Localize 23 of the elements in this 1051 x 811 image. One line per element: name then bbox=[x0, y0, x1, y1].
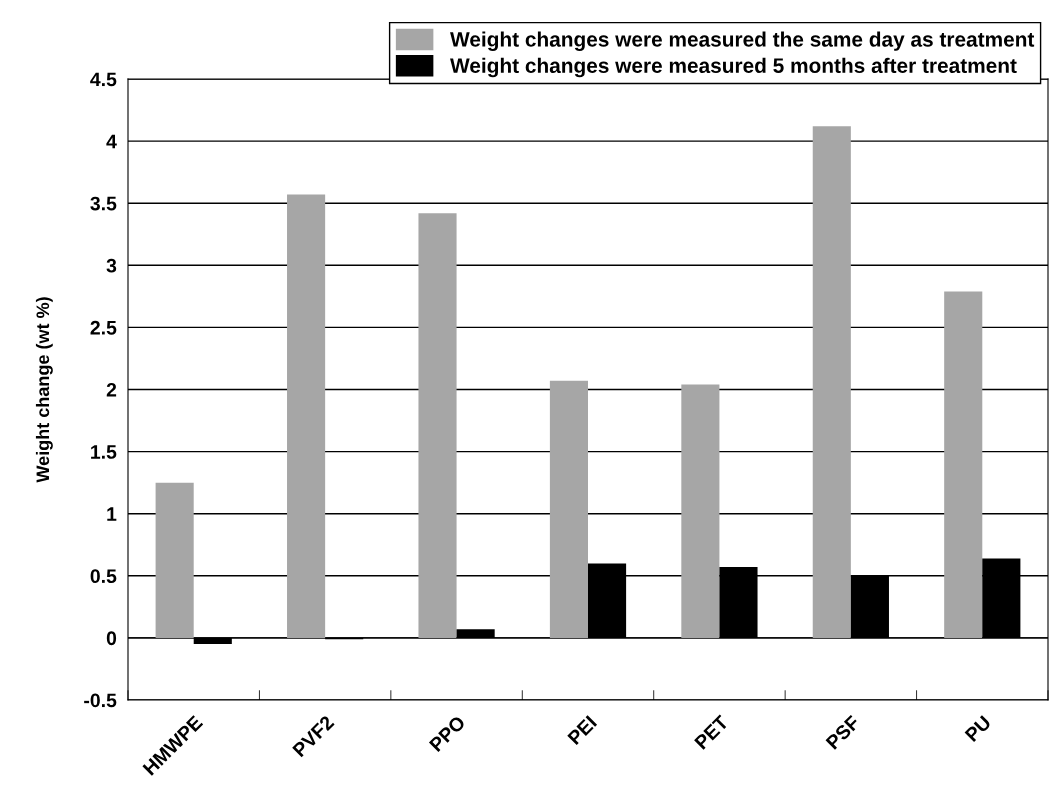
bar bbox=[944, 291, 983, 638]
y-tick-label: 1.5 bbox=[91, 445, 117, 459]
x-tick-label: PU bbox=[964, 715, 992, 743]
y-tick-label: 4.5 bbox=[90, 72, 117, 87]
y-tick-label: 2 bbox=[106, 382, 117, 397]
bar bbox=[155, 482, 194, 638]
y-tick-label: 0 bbox=[106, 631, 117, 646]
legend-label: Weight changes were measured 5 months after treatment bbox=[450, 57, 1017, 78]
bar bbox=[681, 384, 720, 638]
y-tick-label: 1 bbox=[107, 507, 117, 521]
legend-label: Weight changes were measured the same day as treatment bbox=[450, 31, 1035, 51]
bar bbox=[287, 194, 326, 638]
bar bbox=[812, 126, 851, 638]
y-tick-label: 4 bbox=[106, 134, 117, 149]
y-tick-label: 0.5 bbox=[90, 569, 117, 584]
y-tick-label: -0.5 bbox=[84, 693, 117, 708]
bar bbox=[418, 213, 457, 638]
y-tick-label: 3.5 bbox=[90, 196, 117, 211]
x-tick-label: PEI bbox=[567, 715, 598, 746]
bar bbox=[549, 380, 588, 638]
y-tick-label: 3 bbox=[106, 258, 117, 273]
y-axis-title: Weight change (wt %) bbox=[35, 297, 53, 483]
y-tick-label: 2.5 bbox=[90, 320, 117, 335]
